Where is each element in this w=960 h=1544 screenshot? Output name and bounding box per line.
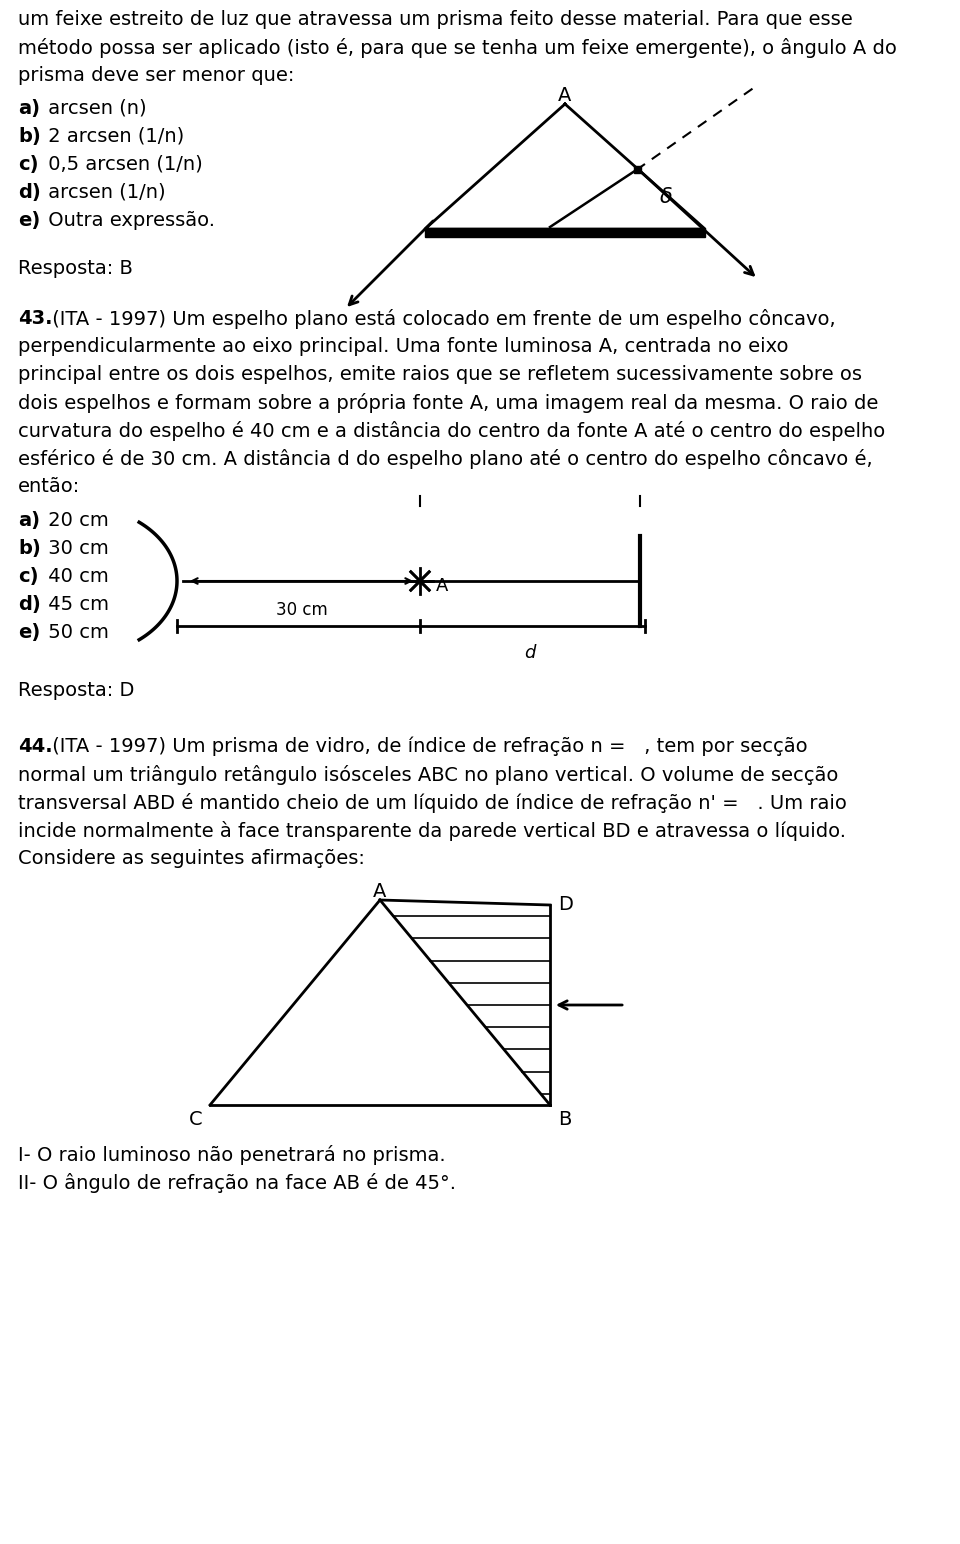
Text: normal um triângulo retângulo isósceles ABC no plano vertical. O volume de secçã: normal um triângulo retângulo isósceles … [18,764,838,784]
Text: esférico é de 30 cm. A distância d do espelho plano até o centro do espelho cônc: esférico é de 30 cm. A distância d do es… [18,449,873,469]
Text: 44.: 44. [18,736,53,757]
Text: arcsen (n): arcsen (n) [42,99,147,117]
Text: arcsen (1/n): arcsen (1/n) [42,184,166,202]
Text: (ITA - 1997) Um espelho plano está colocado em frente de um espelho côncavo,: (ITA - 1997) Um espelho plano está coloc… [46,309,835,329]
Text: Outra expressão.: Outra expressão. [42,212,215,230]
Text: Considere as seguintes afirmações:: Considere as seguintes afirmações: [18,849,365,868]
Text: 30 cm: 30 cm [276,601,327,619]
Text: B: B [558,1110,571,1129]
Text: perpendicularmente ao eixo principal. Uma fonte luminosa A, centrada no eixo: perpendicularmente ao eixo principal. Um… [18,337,788,357]
Text: A: A [373,882,387,902]
Text: principal entre os dois espelhos, emite raios que se refletem sucessivamente sob: principal entre os dois espelhos, emite … [18,364,862,384]
Text: método possa ser aplicado (isto é, para que se tenha um feixe emergente), o ângu: método possa ser aplicado (isto é, para … [18,39,897,59]
Text: 30 cm: 30 cm [42,539,108,557]
Text: Resposta: B: Resposta: B [18,259,132,278]
Text: e): e) [18,622,40,642]
Bar [425,229,705,236]
Text: a): a) [18,99,40,117]
Text: A: A [559,86,572,105]
Text: b): b) [18,539,40,557]
Text: d: d [524,644,536,662]
Text: curvatura do espelho é 40 cm e a distância do centro da fonte A até o centro do : curvatura do espelho é 40 cm e a distânc… [18,422,885,442]
Text: II- O ângulo de refração na face AB é de 45°.: II- O ângulo de refração na face AB é de… [18,1173,456,1194]
Text: d): d) [18,184,40,202]
Text: 40 cm: 40 cm [42,567,108,587]
Text: δ: δ [660,187,673,207]
Text: e): e) [18,212,40,230]
Text: prisma deve ser menor que:: prisma deve ser menor que: [18,66,295,85]
Text: c): c) [18,567,38,587]
Text: dois espelhos e formam sobre a própria fonte A, uma imagem real da mesma. O raio: dois espelhos e formam sobre a própria f… [18,394,878,412]
Text: A: A [436,577,448,594]
Text: Resposta: D: Resposta: D [18,681,134,699]
Text: transversal ABD é mantido cheio de um líquido de índice de refração n' =   . Um : transversal ABD é mantido cheio de um lí… [18,794,847,814]
Text: D: D [558,896,573,914]
Text: c): c) [18,154,38,174]
Text: um feixe estreito de luz que atravessa um prisma feito desse material. Para que : um feixe estreito de luz que atravessa u… [18,9,852,29]
Text: 43.: 43. [18,309,53,327]
Text: 0,5 arcsen (1/n): 0,5 arcsen (1/n) [42,154,203,174]
Text: 2 arcsen (1/n): 2 arcsen (1/n) [42,127,184,147]
Text: 20 cm: 20 cm [42,511,108,530]
Text: (ITA - 1997) Um prisma de vidro, de índice de refração n =   , tem por secção: (ITA - 1997) Um prisma de vidro, de índi… [46,736,807,757]
Text: 45 cm: 45 cm [42,594,109,615]
Text: a): a) [18,511,40,530]
Text: d): d) [18,594,40,615]
Text: C: C [188,1110,202,1129]
Text: 50 cm: 50 cm [42,622,108,642]
Text: incide normalmente à face transparente da parede vertical BD e atravessa o líqui: incide normalmente à face transparente d… [18,821,846,841]
Text: I- O raio luminoso não penetrará no prisma.: I- O raio luminoso não penetrará no pris… [18,1146,445,1166]
Text: b): b) [18,127,40,147]
Text: então:: então: [18,477,81,496]
Bar [635,165,641,173]
